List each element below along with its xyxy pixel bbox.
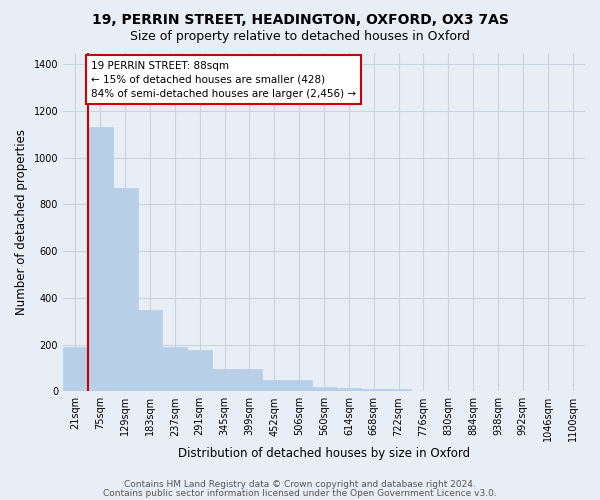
Bar (212, 369, 237, 392)
Bar (262, 380, 287, 392)
Bar (63, 347, 88, 392)
Text: 19 PERRIN STREET: 88sqm
← 15% of detached houses are smaller (428)
84% of semi-d: 19 PERRIN STREET: 88sqm ← 15% of detache… (91, 60, 356, 98)
Bar (237, 369, 262, 392)
Bar (137, 310, 163, 392)
Bar (311, 386, 337, 392)
Bar (163, 347, 187, 392)
Bar (187, 350, 212, 392)
Text: Size of property relative to detached houses in Oxford: Size of property relative to detached ho… (130, 30, 470, 43)
X-axis label: Distribution of detached houses by size in Oxford: Distribution of detached houses by size … (178, 447, 470, 460)
Bar (287, 380, 311, 392)
Text: 19, PERRIN STREET, HEADINGTON, OXFORD, OX3 7AS: 19, PERRIN STREET, HEADINGTON, OXFORD, O… (92, 12, 508, 26)
Text: Contains HM Land Registry data © Crown copyright and database right 2024.: Contains HM Land Registry data © Crown c… (124, 480, 476, 489)
Bar (337, 388, 361, 392)
Bar (361, 388, 386, 392)
Bar (113, 188, 137, 392)
Text: Contains public sector information licensed under the Open Government Licence v3: Contains public sector information licen… (103, 488, 497, 498)
Bar (88, 128, 113, 392)
Bar (386, 390, 411, 392)
Y-axis label: Number of detached properties: Number of detached properties (15, 129, 28, 315)
